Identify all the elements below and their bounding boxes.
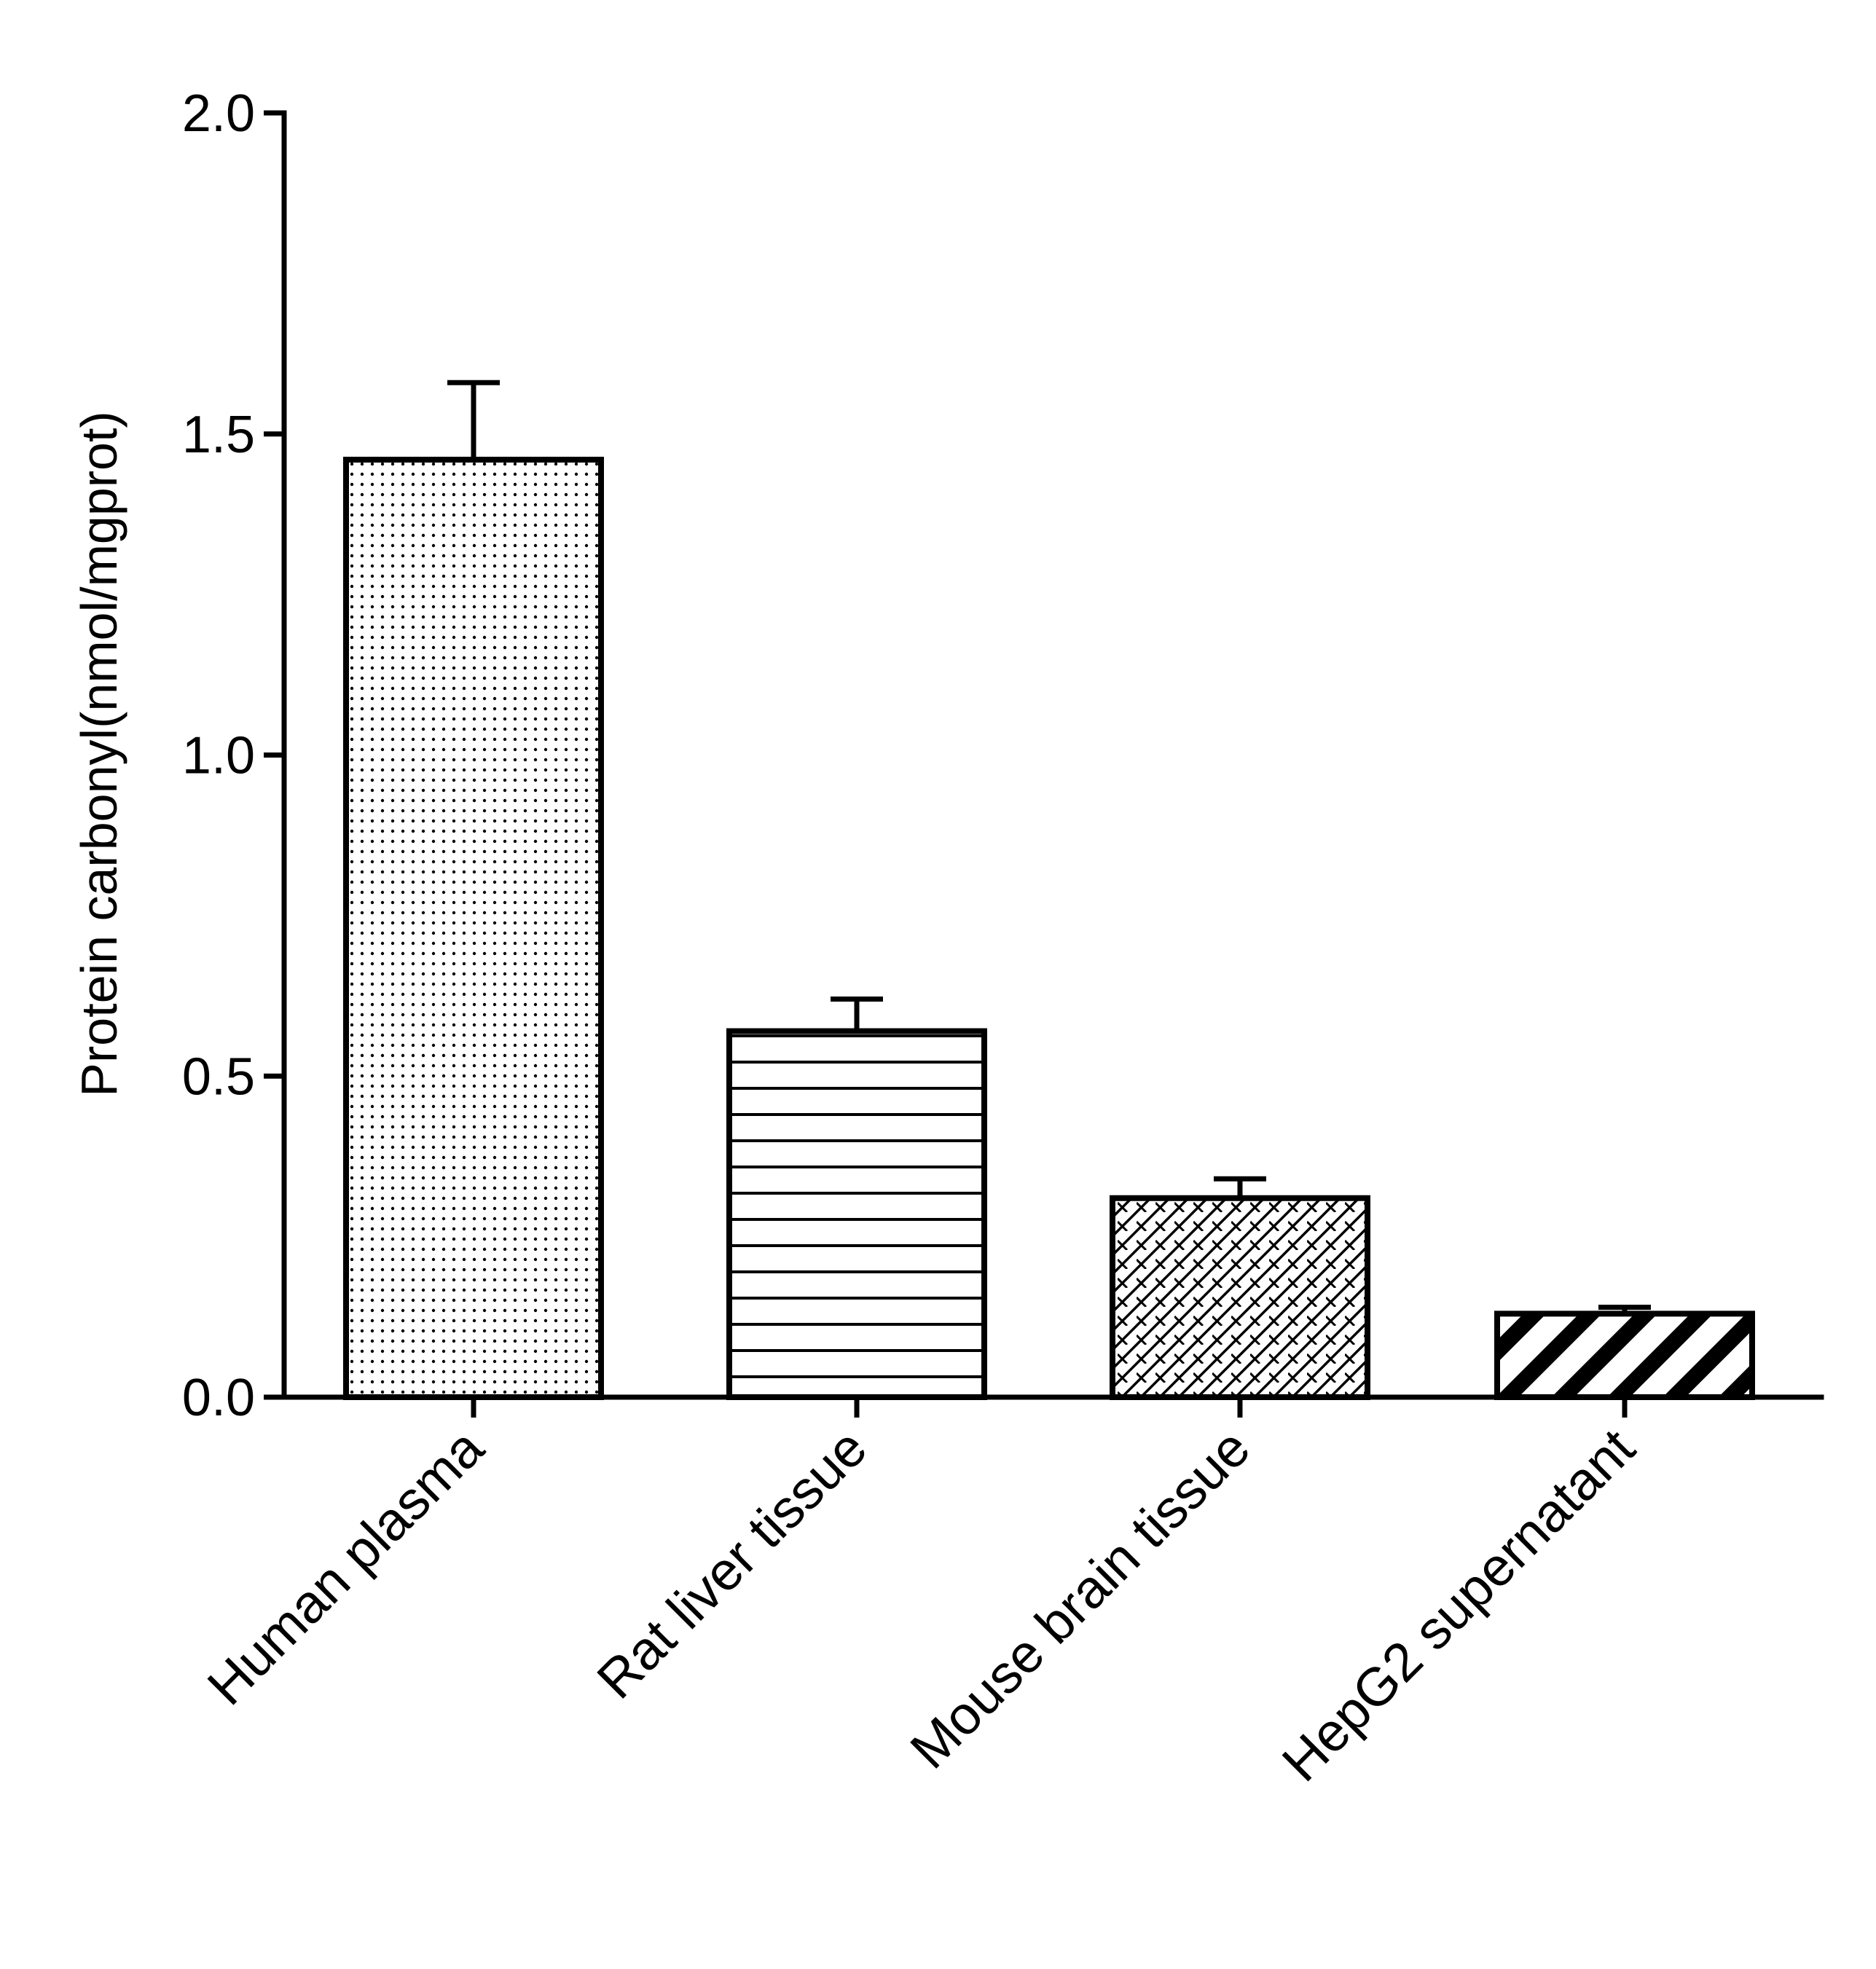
y-tick-label: 0.5 [182,1048,255,1106]
bar-group [1494,1305,1755,1401]
bar-group [726,996,987,1401]
y-tick-label: 0.0 [182,1369,255,1427]
y-tick-label: 1.0 [182,727,255,785]
bar [726,1028,987,1401]
y-tick-label: 1.5 [182,406,255,464]
bar-group [343,380,604,1400]
y-axis: 0.0 0.5 1.0 1.5 2.0 [182,85,287,1427]
bar [1110,1195,1370,1400]
x-category-label: Human plasma [196,1417,495,1716]
y-axis-title: Protein carbonyl(nmol/mgprot) [71,411,127,1096]
bar [343,457,604,1400]
bars [343,380,1755,1401]
x-category-label: Rat liver tissue [585,1418,878,1710]
x-category-label: HepG2 supernatant [1271,1417,1647,1793]
x-axis: Human plasma Rat liver tissue Mouse brain … [196,1394,1824,1793]
bar-group [1110,1176,1370,1400]
bar [1494,1310,1755,1401]
y-tick-label: 2.0 [182,85,255,143]
x-category-label: Mouse brain tissue [898,1418,1261,1780]
